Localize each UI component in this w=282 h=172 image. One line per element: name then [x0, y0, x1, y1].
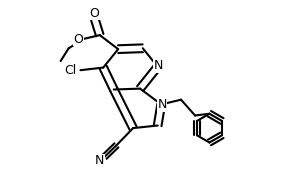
- Text: O: O: [89, 7, 99, 20]
- Text: N: N: [95, 154, 104, 168]
- Text: N: N: [157, 98, 167, 111]
- Text: Cl: Cl: [65, 64, 77, 77]
- Text: O: O: [73, 33, 83, 46]
- Text: N: N: [154, 59, 163, 72]
